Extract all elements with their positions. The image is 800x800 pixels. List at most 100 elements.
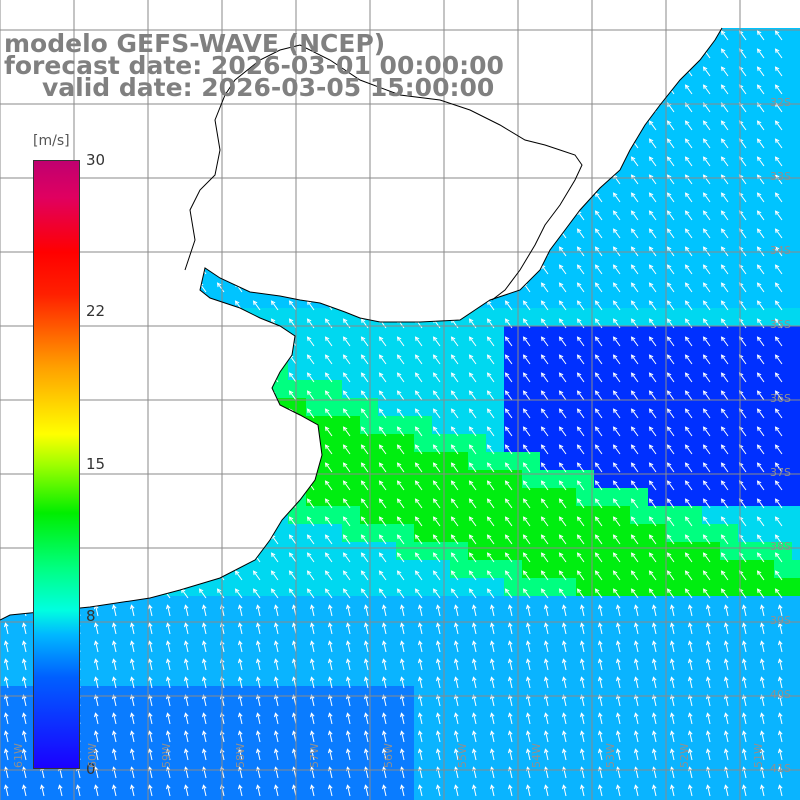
- wind-speed-cell: [252, 776, 270, 794]
- wind-arrow: [201, 622, 207, 635]
- wind-speed-cell: [540, 560, 558, 578]
- wind-speed-cell: [612, 326, 630, 344]
- wind-arrow: [270, 462, 279, 473]
- wind-arrow: [147, 694, 153, 707]
- wind-arrow: [234, 390, 243, 401]
- wind-speed-cell: [72, 110, 90, 128]
- wind-arrow: [561, 622, 567, 635]
- wind-speed-cell: [522, 488, 540, 506]
- wind-speed-cell: [342, 128, 360, 146]
- wind-speed-cell: [612, 236, 630, 254]
- wind-speed-cell: [504, 452, 522, 470]
- wind-speed-cell: [234, 704, 252, 722]
- wind-speed-cell: [324, 722, 342, 740]
- wind-arrow: [270, 300, 279, 311]
- wind-speed-cell: [0, 434, 18, 452]
- wind-speed-cell: [324, 704, 342, 722]
- wind-speed-cell: [342, 740, 360, 758]
- wind-speed-cell: [468, 28, 486, 38]
- wind-speed-cell: [504, 326, 522, 344]
- wind-arrow: [324, 516, 333, 527]
- wind-speed-cell: [774, 28, 792, 38]
- wind-arrow: [327, 784, 333, 797]
- wind-speed-cell: [90, 362, 108, 380]
- wind-speed-cell: [468, 596, 486, 614]
- wind-arrow: [489, 712, 495, 725]
- wind-speed-cell: [360, 506, 378, 524]
- wind-arrow: [486, 372, 495, 383]
- wind-arrow: [111, 676, 117, 689]
- wind-arrow: [468, 300, 477, 311]
- wind-arrow: [165, 676, 171, 689]
- wind-speed-cell: [738, 362, 756, 380]
- wind-speed-cell: [738, 776, 756, 794]
- wind-speed-cell: [180, 128, 198, 146]
- wind-speed-cell: [468, 650, 486, 668]
- wind-arrow: [612, 228, 621, 239]
- wind-arrow: [21, 640, 27, 653]
- wind-arrow: [126, 120, 135, 131]
- wind-speed-cell: [576, 668, 594, 686]
- wind-speed-cell: [126, 128, 144, 146]
- wind-speed-cell: [684, 560, 702, 578]
- wind-arrow: [342, 228, 351, 239]
- wind-arrow: [183, 658, 189, 671]
- wind-speed-cell: [378, 722, 396, 740]
- wind-speed-cell: [252, 668, 270, 686]
- wind-arrow: [576, 498, 585, 509]
- wind-speed-cell: [792, 182, 800, 200]
- wind-arrow: [108, 318, 117, 329]
- wind-arrow: [111, 604, 117, 617]
- wind-speed-cell: [432, 308, 450, 326]
- wind-speed-cell: [324, 506, 342, 524]
- wind-arrow: [144, 318, 153, 329]
- wind-arrow: [507, 730, 513, 743]
- wind-speed-cell: [468, 722, 486, 740]
- wind-speed-cell: [234, 326, 252, 344]
- wind-arrow: [234, 336, 243, 347]
- wind-arrow: [507, 622, 513, 635]
- wind-speed-cell: [144, 362, 162, 380]
- wind-arrow: [180, 318, 189, 329]
- wind-arrow: [216, 372, 225, 383]
- wind-arrow: [18, 120, 27, 131]
- wind-speed-cell: [450, 704, 468, 722]
- wind-speed-cell: [378, 488, 396, 506]
- wind-speed-cell: [306, 560, 324, 578]
- wind-arrow: [252, 336, 261, 347]
- wind-arrow: [558, 354, 567, 365]
- wind-speed-cell: [774, 74, 792, 92]
- wind-arrow: [324, 444, 333, 455]
- wind-speed-cell: [522, 362, 540, 380]
- wind-speed-cell: [666, 686, 684, 704]
- wind-speed-cell: [792, 470, 800, 488]
- wind-speed-cell: [0, 578, 18, 596]
- wind-arrow: [630, 120, 639, 131]
- wind-speed-cell: [774, 524, 792, 542]
- wind-arrow: [345, 730, 351, 743]
- wind-arrow: [720, 516, 729, 527]
- wind-speed-cell: [324, 146, 342, 164]
- wind-arrow: [255, 712, 261, 725]
- wind-speed-cell: [234, 632, 252, 650]
- wind-arrow: [396, 228, 405, 239]
- wind-arrow: [561, 730, 567, 743]
- wind-speed-cell: [540, 686, 558, 704]
- wind-speed-cell: [720, 542, 738, 560]
- wind-speed-cell: [558, 722, 576, 740]
- wind-arrow: [450, 264, 459, 275]
- wind-speed-cell: [144, 434, 162, 452]
- wind-arrow: [126, 156, 135, 167]
- wind-arrow: [18, 84, 27, 95]
- wind-arrow: [630, 228, 639, 239]
- wind-arrow: [504, 588, 513, 599]
- wind-arrow: [630, 480, 639, 491]
- wind-speed-cell: [180, 398, 198, 416]
- wind-arrow: [666, 516, 675, 527]
- wind-arrow: [381, 694, 387, 707]
- wind-arrow: [612, 390, 621, 401]
- wind-speed-cell: [576, 524, 594, 542]
- wind-arrow: [309, 694, 315, 707]
- wind-arrow: [579, 622, 585, 635]
- wind-speed-cell: [342, 416, 360, 434]
